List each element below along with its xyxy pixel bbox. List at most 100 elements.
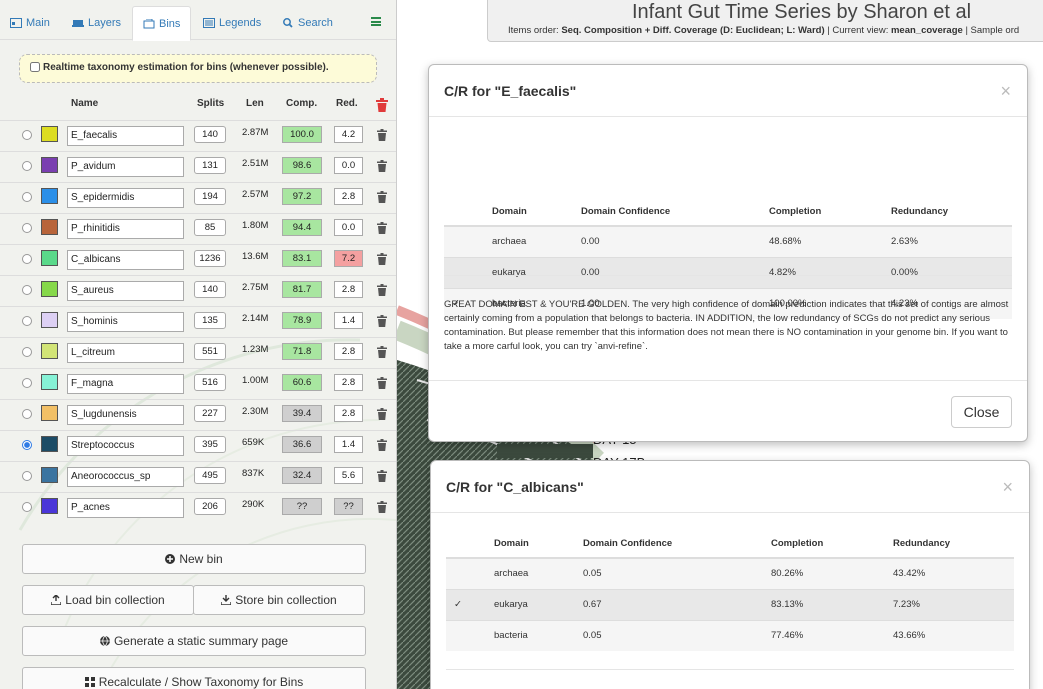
bin-select-radio[interactable]: [22, 378, 32, 388]
bin-select-radio[interactable]: [22, 223, 32, 233]
bin-completion-value[interactable]: 36.6: [282, 436, 322, 453]
bin-name-input[interactable]: E_faecalis: [67, 126, 184, 146]
bin-splits-value[interactable]: 395: [194, 436, 226, 453]
delete-bin-icon[interactable]: [377, 129, 387, 141]
bin-select-radio[interactable]: [22, 161, 32, 171]
bin-splits-value[interactable]: 227: [194, 405, 226, 422]
delete-bin-icon[interactable]: [377, 377, 387, 389]
bin-name-input[interactable]: Aneorococcus_sp: [67, 467, 184, 487]
bin-name-input[interactable]: C_albicans: [67, 250, 184, 270]
menu-toggle-icon[interactable]: [371, 17, 381, 26]
delete-bin-icon[interactable]: [377, 160, 387, 172]
close-button[interactable]: Close: [951, 396, 1012, 428]
bin-completion-value[interactable]: 94.4: [282, 219, 322, 236]
bin-name-input[interactable]: L_citreum: [67, 343, 184, 363]
bin-select-radio[interactable]: [22, 440, 32, 450]
bin-name-input[interactable]: S_lugdunensis: [67, 405, 184, 425]
delete-bin-icon[interactable]: [377, 346, 387, 358]
bin-name-input[interactable]: S_hominis: [67, 312, 184, 332]
bin-select-radio[interactable]: [22, 192, 32, 202]
bin-redundancy-value[interactable]: 4.2: [334, 126, 363, 143]
close-icon[interactable]: ×: [1002, 477, 1013, 497]
bin-select-radio[interactable]: [22, 254, 32, 264]
delete-bin-icon[interactable]: [377, 470, 387, 482]
bin-splits-value[interactable]: 85: [194, 219, 226, 236]
new-bin-button[interactable]: New bin: [22, 544, 366, 574]
delete-bin-icon[interactable]: [377, 284, 387, 296]
bin-completion-value[interactable]: 100.0: [282, 126, 322, 143]
bin-name-input[interactable]: S_epidermidis: [67, 188, 184, 208]
bin-redundancy-value[interactable]: 2.8: [334, 343, 363, 360]
bin-completion-value[interactable]: 32.4: [282, 467, 322, 484]
bin-completion-value[interactable]: 83.1: [282, 250, 322, 267]
tab-legends[interactable]: Legends: [193, 6, 271, 40]
bin-splits-value[interactable]: 135: [194, 312, 226, 329]
bin-color-swatch[interactable]: [41, 157, 58, 173]
bin-select-radio[interactable]: [22, 285, 32, 295]
bin-color-swatch[interactable]: [41, 312, 58, 328]
recalculate-taxonomy-button[interactable]: Recalculate / Show Taxonomy for Bins: [22, 667, 366, 689]
bin-select-radio[interactable]: [22, 502, 32, 512]
tab-bins[interactable]: Bins: [132, 6, 192, 41]
bin-redundancy-value[interactable]: 1.4: [334, 436, 363, 453]
bin-name-input[interactable]: S_aureus: [67, 281, 184, 301]
bin-redundancy-value[interactable]: 2.8: [334, 374, 363, 391]
bin-redundancy-value[interactable]: 2.8: [334, 281, 363, 298]
bin-redundancy-value[interactable]: 7.2: [334, 250, 363, 267]
bin-splits-value[interactable]: 140: [194, 126, 226, 143]
delete-bin-icon[interactable]: [377, 501, 387, 513]
delete-bin-icon[interactable]: [377, 253, 387, 265]
delete-bin-icon[interactable]: [377, 222, 387, 234]
bin-name-input[interactable]: Streptococcus: [67, 436, 184, 456]
bin-color-swatch[interactable]: [41, 467, 58, 483]
bin-splits-value[interactable]: 140: [194, 281, 226, 298]
bin-redundancy-value[interactable]: 0.0: [334, 219, 363, 236]
tab-search[interactable]: Search: [272, 6, 343, 40]
close-icon[interactable]: ×: [1000, 81, 1011, 101]
realtime-taxonomy-checkbox[interactable]: [30, 62, 40, 72]
delete-bin-icon[interactable]: [377, 439, 387, 451]
bin-name-input[interactable]: F_magna: [67, 374, 184, 394]
bin-select-radio[interactable]: [22, 316, 32, 326]
bin-redundancy-value[interactable]: 2.8: [334, 405, 363, 422]
bin-select-radio[interactable]: [22, 471, 32, 481]
bin-splits-value[interactable]: 206: [194, 498, 226, 515]
delete-all-bins-icon[interactable]: [376, 98, 388, 112]
delete-bin-icon[interactable]: [377, 408, 387, 420]
static-summary-button[interactable]: Generate a static summary page: [22, 626, 366, 656]
bin-color-swatch[interactable]: [41, 405, 58, 421]
store-bin-collection-button[interactable]: Store bin collection: [193, 585, 365, 615]
tab-main[interactable]: Main: [0, 6, 60, 40]
bin-redundancy-value[interactable]: 5.6: [334, 467, 363, 484]
bin-completion-value[interactable]: 98.6: [282, 157, 322, 174]
bin-completion-value[interactable]: 39.4: [282, 405, 322, 422]
bin-color-swatch[interactable]: [41, 343, 58, 359]
bin-color-swatch[interactable]: [41, 126, 58, 142]
tab-layers[interactable]: Layers: [62, 6, 131, 40]
bin-splits-value[interactable]: 495: [194, 467, 226, 484]
bin-splits-value[interactable]: 516: [194, 374, 226, 391]
bin-name-input[interactable]: P_acnes: [67, 498, 184, 518]
bin-name-input[interactable]: P_rhinitidis: [67, 219, 184, 239]
bin-color-swatch[interactable]: [41, 374, 58, 390]
bin-splits-value[interactable]: 131: [194, 157, 226, 174]
bin-select-radio[interactable]: [22, 347, 32, 357]
bin-redundancy-value[interactable]: ??: [334, 498, 363, 515]
bin-color-swatch[interactable]: [41, 219, 58, 235]
bin-splits-value[interactable]: 194: [194, 188, 226, 205]
bin-splits-value[interactable]: 551: [194, 343, 226, 360]
bin-color-swatch[interactable]: [41, 498, 58, 514]
bin-select-radio[interactable]: [22, 130, 32, 140]
bin-splits-value[interactable]: 1236: [194, 250, 226, 267]
bin-completion-value[interactable]: 97.2: [282, 188, 322, 205]
bin-redundancy-value[interactable]: 1.4: [334, 312, 363, 329]
delete-bin-icon[interactable]: [377, 191, 387, 203]
bin-color-swatch[interactable]: [41, 436, 58, 452]
bin-completion-value[interactable]: ??: [282, 498, 322, 515]
bin-redundancy-value[interactable]: 2.8: [334, 188, 363, 205]
bin-color-swatch[interactable]: [41, 250, 58, 266]
bin-completion-value[interactable]: 78.9: [282, 312, 322, 329]
bin-color-swatch[interactable]: [41, 188, 58, 204]
bin-select-radio[interactable]: [22, 409, 32, 419]
bin-redundancy-value[interactable]: 0.0: [334, 157, 363, 174]
